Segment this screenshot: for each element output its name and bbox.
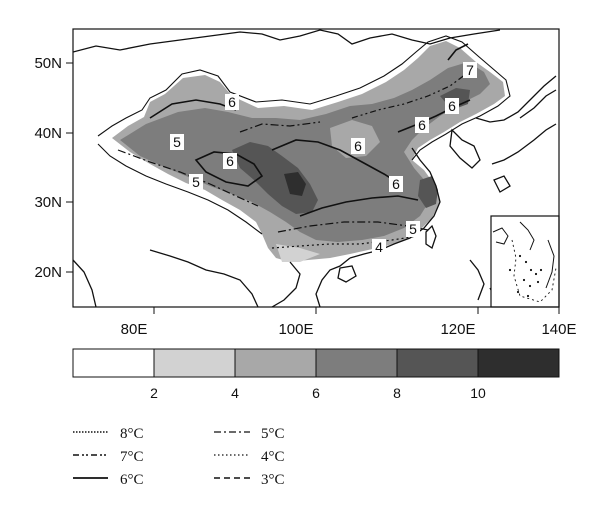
line-legend: 8°C 5°C 7°C 4°C 6°C 3°C [73, 426, 285, 488]
coast-hainan [337, 265, 357, 283]
legend-item: 3°C [214, 472, 285, 488]
legend-item: 5°C [214, 426, 285, 442]
svg-text:4°C: 4°C [261, 449, 285, 465]
colorbar-label: 2 [150, 385, 158, 401]
svg-text:5: 5 [173, 134, 181, 150]
contour-label: 5 [189, 174, 203, 190]
colorbar-box-4 [315, 348, 398, 378]
lon-label: 100E [278, 321, 313, 338]
contour-5-north [239, 121, 321, 133]
shade-light-gap-b [276, 244, 320, 262]
coast-india [73, 249, 259, 307]
shade-level-10 [284, 172, 306, 196]
shade-level-8-10-b [418, 176, 438, 208]
contour-label: 4 [372, 239, 386, 255]
contour-label: 6 [223, 153, 237, 169]
svg-text:6: 6 [392, 176, 400, 192]
svg-text:6: 6 [448, 98, 456, 114]
contour-label: 6 [445, 98, 459, 114]
axis-labels: 50N 40N 30N 20N 80E 100E 120E 140E [34, 55, 576, 338]
legend-item: 4°C [214, 449, 285, 465]
shade-level-6-8 [120, 62, 490, 242]
svg-text:4: 4 [375, 239, 383, 255]
inset-dashed-boundary [511, 239, 557, 303]
lat-label: 50N [34, 55, 62, 72]
svg-text:6°C: 6°C [120, 472, 144, 488]
svg-text:5: 5 [409, 221, 417, 237]
map-panel: 6 5 6 5 6 [72, 28, 560, 308]
svg-text:8°C: 8°C [120, 426, 144, 442]
svg-text:3°C: 3°C [261, 472, 285, 488]
colorbar-box-5 [396, 348, 479, 378]
contour-label: 7 [463, 62, 477, 78]
legend-item: 7°C [73, 449, 144, 465]
contour-label: 6 [415, 117, 429, 133]
shade-level-8-10-a [232, 142, 318, 214]
contour-6-lower [299, 195, 419, 217]
legend-item: 6°C [73, 472, 144, 488]
colorbar-box-2 [153, 348, 236, 378]
colorbar-label: 10 [470, 385, 486, 401]
colorbar-label: 6 [312, 385, 320, 401]
coast-east-sea [475, 75, 557, 123]
contour-labels: 6 5 6 5 6 [170, 62, 477, 255]
lon-label: 80E [121, 321, 148, 338]
inset-coast [492, 221, 555, 289]
svg-text:5°C: 5°C [261, 426, 285, 442]
contour-6-loop [194, 151, 264, 187]
svg-text:6: 6 [418, 117, 426, 133]
coast-korea [449, 128, 481, 169]
contour-7-northeast [351, 73, 467, 119]
lat-label: 40N [34, 125, 62, 142]
inset-frame [490, 215, 560, 308]
svg-text:6: 6 [228, 94, 236, 110]
svg-text:5: 5 [192, 174, 200, 190]
colorbar-box-1 [72, 348, 155, 378]
china-border [97, 35, 511, 235]
south-china-sea-inset [490, 215, 560, 308]
contour-label: 6 [351, 138, 365, 154]
svg-text:6: 6 [354, 138, 362, 154]
legend-item: 8°C [73, 426, 144, 442]
axes [66, 62, 560, 314]
lon-label: 120E [440, 321, 475, 338]
contour-6-northeast-b [447, 43, 469, 61]
lat-label: 20N [34, 264, 62, 281]
svg-text:7°C: 7°C [120, 449, 144, 465]
colorbar-label: 8 [393, 385, 401, 401]
colorbar-box-3 [234, 348, 317, 378]
contour-label: 5 [406, 221, 420, 237]
colorbar: 2 4 6 8 10 [72, 348, 560, 401]
contour-6-center [271, 139, 401, 185]
svg-text:7: 7 [466, 62, 474, 78]
contour-label: 6 [389, 176, 403, 192]
coast-japan [491, 89, 557, 193]
inset-islands [508, 254, 543, 298]
svg-text:6: 6 [226, 153, 234, 169]
shaded-region [112, 41, 505, 262]
colorbar-label: 4 [231, 385, 239, 401]
contour-label: 6 [225, 94, 239, 110]
colorbar-box-6 [477, 348, 560, 378]
coast-taiwan [425, 224, 437, 250]
coast-indochina [271, 257, 351, 307]
lon-label: 140E [541, 321, 576, 338]
lat-label: 30N [34, 194, 62, 211]
contour-label: 5 [170, 134, 184, 150]
